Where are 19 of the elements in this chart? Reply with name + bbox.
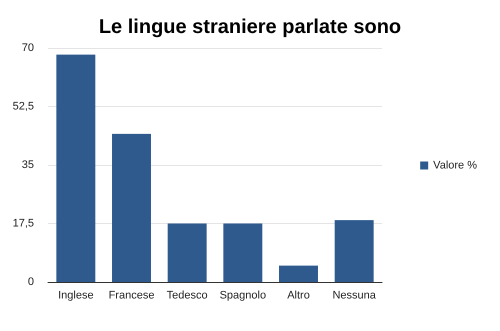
y-tick-label: 17,5	[12, 218, 34, 230]
bar	[334, 220, 374, 282]
x-tick-label: Francese	[108, 290, 154, 302]
y-tick-label: 0	[28, 276, 34, 288]
legend-label: Valore %	[433, 160, 478, 172]
bar	[112, 134, 151, 282]
bar	[279, 266, 318, 282]
bar	[56, 54, 96, 282]
x-tick-label: Nessuna	[332, 290, 377, 302]
x-tick-label: Altro	[287, 290, 310, 302]
bar	[223, 224, 262, 282]
x-tick-label: Spagnolo	[220, 290, 266, 302]
y-tick-label: 52,5	[12, 100, 34, 112]
y-tick-label: 35	[22, 159, 34, 171]
y-tick-label: 70	[22, 42, 34, 54]
bar	[168, 224, 207, 282]
x-tick-label: Tedesco	[166, 290, 208, 302]
x-tick-label: Inglese	[58, 290, 94, 302]
chart-title: Le lingue straniere parlate sono	[98, 16, 402, 38]
